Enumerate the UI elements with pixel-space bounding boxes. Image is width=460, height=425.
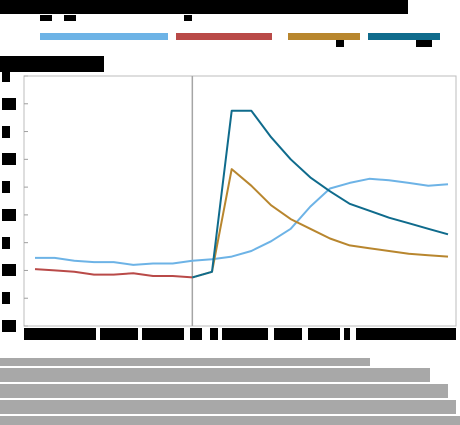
footnote-redaction-2 — [0, 368, 430, 382]
legend-swatch-3 — [288, 33, 360, 40]
y-tick-label-2 — [2, 264, 16, 277]
y-axis-label-redaction — [0, 56, 104, 72]
x-axis-label-gaps — [24, 328, 456, 340]
y-tick-label-6 — [2, 153, 16, 166]
subtitle-redaction-3 — [184, 15, 192, 21]
subtitle-redaction-2 — [64, 15, 76, 21]
y-axis-ticks — [24, 75, 28, 327]
legend-mark-1 — [336, 40, 344, 47]
legend-swatch-1 — [40, 33, 168, 40]
series-line-1 — [35, 177, 449, 266]
series-line-2 — [34, 268, 193, 279]
y-tick-label-0 — [2, 320, 16, 332]
y-tick-label-1 — [2, 292, 10, 305]
footnote-redaction-4 — [0, 400, 456, 414]
footnote-redaction-5 — [0, 416, 460, 425]
series-line-4 — [192, 109, 449, 279]
plot-area-frame — [23, 75, 457, 327]
y-tick-label-9 — [2, 70, 10, 82]
legend-mark-2 — [416, 40, 432, 47]
legend-swatch-2 — [176, 33, 272, 40]
subtitle-redaction-1 — [40, 15, 52, 21]
y-tick-label-5 — [2, 181, 10, 194]
footnote-redaction-1 — [0, 358, 370, 366]
y-tick-label-4 — [2, 208, 16, 221]
series-line-3 — [192, 168, 449, 279]
y-tick-label-3 — [2, 236, 10, 249]
title-redaction — [0, 0, 408, 14]
y-tick-label-8 — [2, 97, 16, 110]
y-tick-label-7 — [2, 125, 10, 138]
series-layer — [34, 109, 449, 279]
footnote-redaction-3 — [0, 384, 448, 398]
x-axis-labels-redaction — [24, 328, 456, 340]
legend-swatch-4 — [368, 33, 440, 40]
